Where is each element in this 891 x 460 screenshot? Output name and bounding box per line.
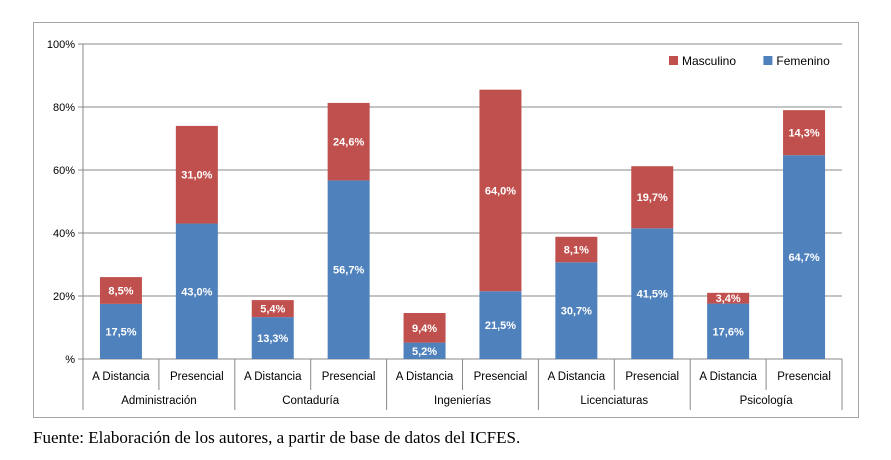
- bar-masculino: [251, 300, 294, 318]
- y-tick-label: 40%: [53, 228, 75, 240]
- x-category-label: Presencial: [625, 371, 679, 383]
- bar-masculino: [631, 166, 674, 229]
- bar-femenino: [479, 291, 522, 359]
- x-group-label: Ingenierías: [434, 395, 491, 407]
- data-label-masculino: 24,6%: [333, 137, 364, 149]
- x-group-label: Licenciaturas: [580, 395, 648, 407]
- data-label-femenino: 13,3%: [257, 333, 288, 345]
- data-label-masculino: 9,4%: [412, 323, 437, 335]
- bar-masculino: [555, 236, 598, 263]
- bar-masculino: [403, 313, 446, 343]
- figure-caption: Fuente: Elaboración de los autores, a pa…: [33, 428, 520, 448]
- data-label-masculino: 64,0%: [485, 185, 516, 197]
- x-category-label: Presencial: [170, 371, 224, 383]
- data-label-masculino: 8,5%: [108, 285, 133, 297]
- data-label-masculino: 31,0%: [181, 170, 212, 182]
- data-label-femenino: 41,5%: [637, 289, 668, 301]
- data-label-femenino: 64,7%: [788, 252, 819, 264]
- x-group-label: Psicología: [740, 395, 794, 407]
- bar-masculino: [707, 292, 750, 304]
- data-label-femenino: 5,2%: [412, 346, 437, 358]
- legend-swatch: [763, 56, 773, 65]
- x-category-label: Presencial: [777, 371, 831, 383]
- data-label-femenino: 43,0%: [181, 286, 212, 298]
- y-tick-label: 100%: [47, 39, 75, 51]
- bar-femenino: [327, 180, 370, 359]
- caption-lead: Fuente: [33, 428, 80, 447]
- bar-femenino: [555, 262, 598, 359]
- data-label-masculino: 5,4%: [260, 304, 285, 316]
- y-tick-label: 20%: [53, 291, 75, 303]
- bar-femenino: [175, 223, 218, 359]
- y-tick-label: %: [65, 354, 75, 366]
- legend-label: Masculino: [682, 54, 736, 68]
- bar-femenino: [707, 303, 750, 359]
- x-category-label: A Distancia: [548, 371, 606, 383]
- data-label-femenino: 21,5%: [485, 320, 516, 332]
- bar-femenino: [251, 317, 294, 359]
- bar-masculino: [99, 277, 142, 304]
- x-category-label: A Distancia: [92, 371, 150, 383]
- x-category-label: Presencial: [474, 371, 528, 383]
- x-group-label: Contaduría: [282, 395, 340, 407]
- caption-text: : Elaboración de los autores, a partir d…: [79, 428, 521, 447]
- stacked-bar-chart: % 20% 40% 60% 80% 100% 17,5% 8,5% 43,0% 31,0% 13,3…: [47, 39, 843, 410]
- x-category-label: Presencial: [322, 371, 376, 383]
- data-label-femenino: 17,6%: [713, 326, 744, 338]
- y-tick-label: 60%: [53, 165, 75, 177]
- x-category-label: A Distancia: [396, 371, 454, 383]
- chart-frame: % 20% 40% 60% 80% 100% 17,5% 8,5% 43,0% 31,0% 13,3…: [33, 22, 859, 418]
- x-category-label: A Distancia: [699, 371, 757, 383]
- data-label-femenino: 56,7%: [333, 265, 364, 277]
- bar-masculino: [783, 110, 826, 156]
- data-label-masculino: 14,3%: [788, 128, 819, 140]
- bar-femenino: [783, 155, 826, 359]
- bar-femenino: [631, 228, 674, 359]
- legend-swatch: [669, 56, 678, 65]
- data-label-femenino: 17,5%: [105, 326, 136, 338]
- data-label-femenino: 30,7%: [561, 306, 592, 318]
- data-label-masculino: 8,1%: [564, 245, 589, 257]
- legend-label: Femenino: [776, 54, 830, 68]
- x-category-label: A Distancia: [244, 371, 302, 383]
- bar-femenino: [99, 303, 142, 359]
- bar-masculino: [479, 89, 522, 292]
- bar-femenino: [403, 342, 446, 359]
- data-label-masculino: 19,7%: [637, 192, 668, 204]
- x-group-label: Administración: [121, 395, 196, 407]
- data-label-masculino: 3,4%: [716, 293, 741, 305]
- y-tick-label: 80%: [53, 102, 75, 114]
- bar-masculino: [175, 125, 218, 224]
- bar-masculino: [327, 102, 370, 181]
